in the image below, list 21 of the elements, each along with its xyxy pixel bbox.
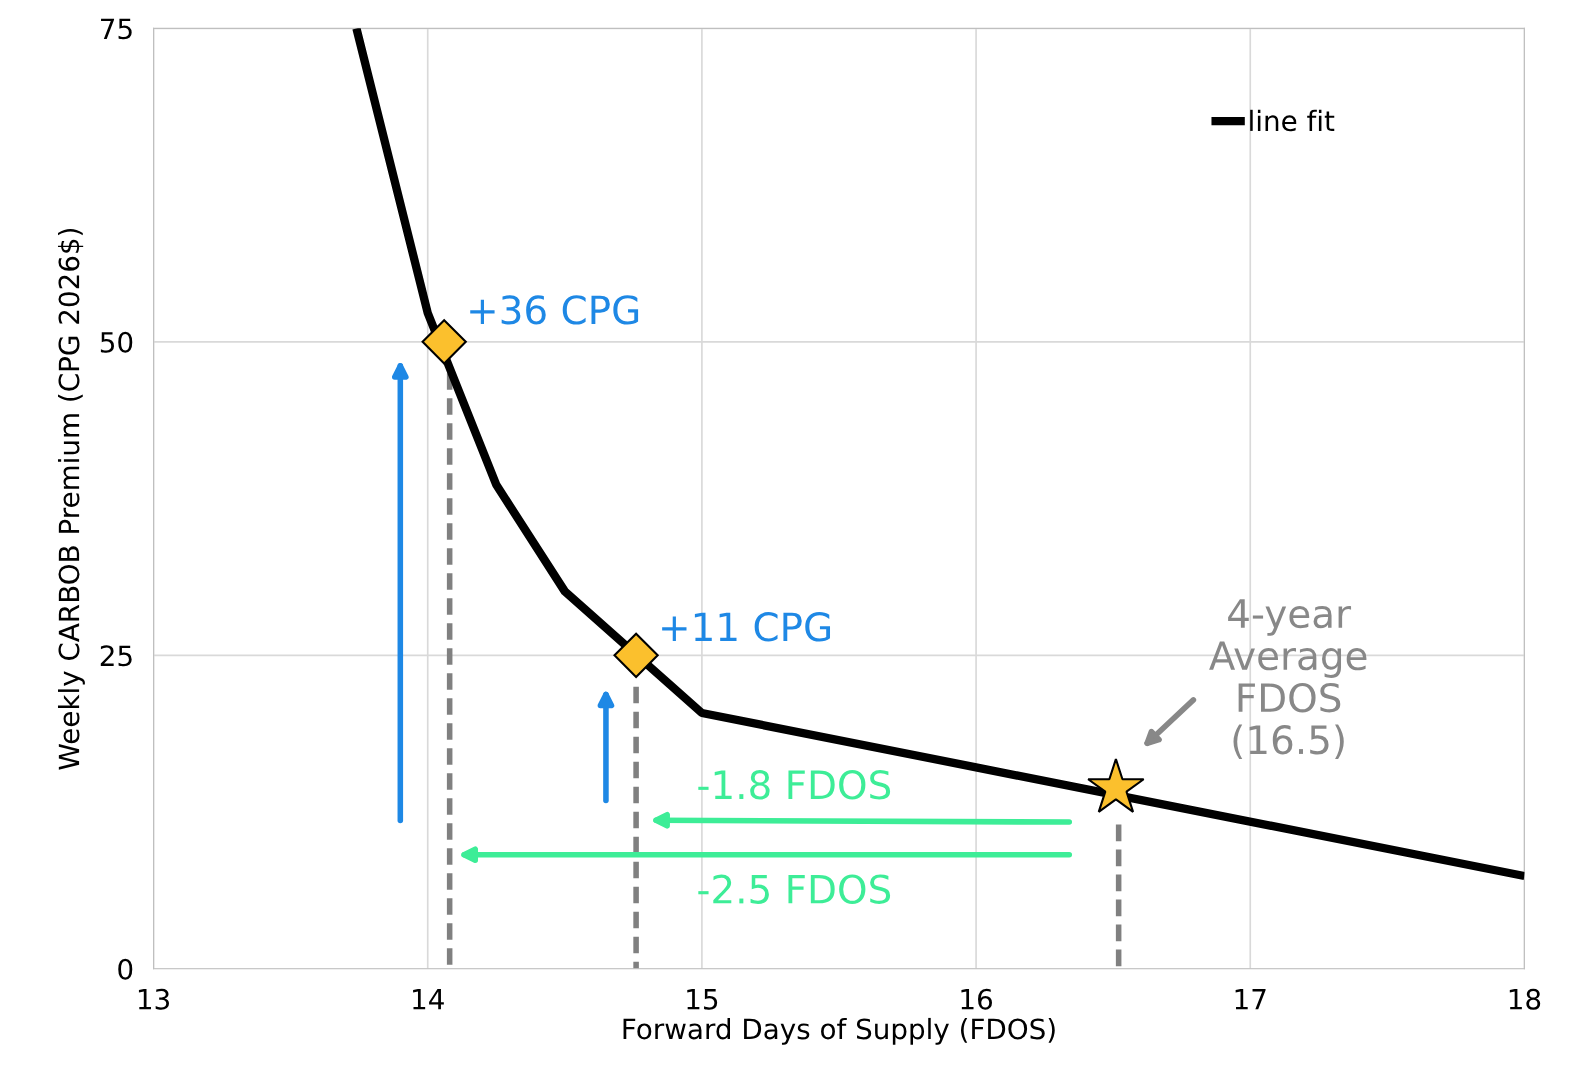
x-tick-label: 17: [1235, 989, 1266, 1010]
legend-label: line fit: [1250, 109, 1335, 132]
annotation: +36 CPG: [470, 295, 639, 325]
annotation: -2.5 FDOS: [698, 874, 891, 904]
point: [1087, 758, 1145, 813]
x-tick-label: 18: [1509, 988, 1541, 1010]
x-tick-label: 16: [961, 988, 992, 1010]
x-tick-label: 14: [413, 989, 444, 1010]
annotation: +11 CPG: [662, 612, 831, 642]
x-tick-label: 15: [687, 989, 718, 1010]
y-axis-title: Weekly CARBOB Premium (CPG 2026$): [57, 228, 85, 770]
annotation: -1.8 FDOS: [698, 770, 891, 800]
x-axis-title: Forward Days of Supply (FDOS): [623, 1017, 1055, 1045]
point: [421, 319, 467, 365]
x-tick-label: 13: [138, 988, 169, 1010]
annotation: 4-year Average FDOS (16.5): [1209, 599, 1367, 760]
y-tick-label: 75: [101, 18, 132, 40]
y-tick-label: 50: [100, 331, 133, 353]
point: [613, 632, 659, 678]
y-tick-label: 25: [100, 645, 132, 667]
y-tick-label: 0: [118, 958, 133, 980]
